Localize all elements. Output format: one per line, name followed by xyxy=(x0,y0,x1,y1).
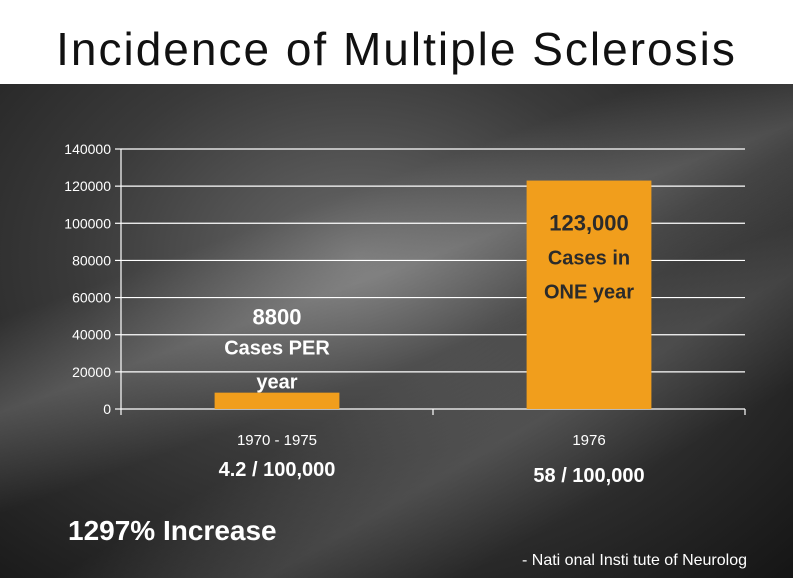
y-tick-label: 20000 xyxy=(72,364,111,380)
x-category-label: 1976 xyxy=(572,432,605,449)
incidence-rate-label: 58 / 100,000 xyxy=(533,465,644,487)
bar-annotation-line: Cases PER xyxy=(224,338,330,360)
increase-label: 1297% Increase xyxy=(68,515,277,546)
bar-annotation-line: 8800 xyxy=(253,305,302,330)
bar-annotation-line: ONE year xyxy=(544,282,634,304)
y-tick-label: 100000 xyxy=(64,215,111,231)
y-tick-label: 40000 xyxy=(72,327,111,343)
page-title: Incidence of Multiple Sclerosis xyxy=(56,23,737,75)
bar-annotation-line: 123,000 xyxy=(549,211,629,236)
y-tick-label: 120000 xyxy=(64,178,111,194)
y-tick-label: 80000 xyxy=(72,252,111,268)
incidence-rate-label: 4.2 / 100,000 xyxy=(219,459,336,481)
y-tick-label: 140000 xyxy=(64,141,111,157)
source-citation: - Nati onal Insti tute of Neurolog xyxy=(522,552,748,569)
bar-annotation-line: year xyxy=(256,372,297,394)
chart-panel xyxy=(0,84,793,578)
bar-annotation-line: Cases in xyxy=(548,248,630,270)
y-tick-label: 0 xyxy=(103,401,111,417)
x-category-label: 1970 - 1975 xyxy=(237,432,317,449)
y-tick-label: 60000 xyxy=(72,290,111,306)
bar xyxy=(214,392,340,409)
bar xyxy=(526,180,652,409)
